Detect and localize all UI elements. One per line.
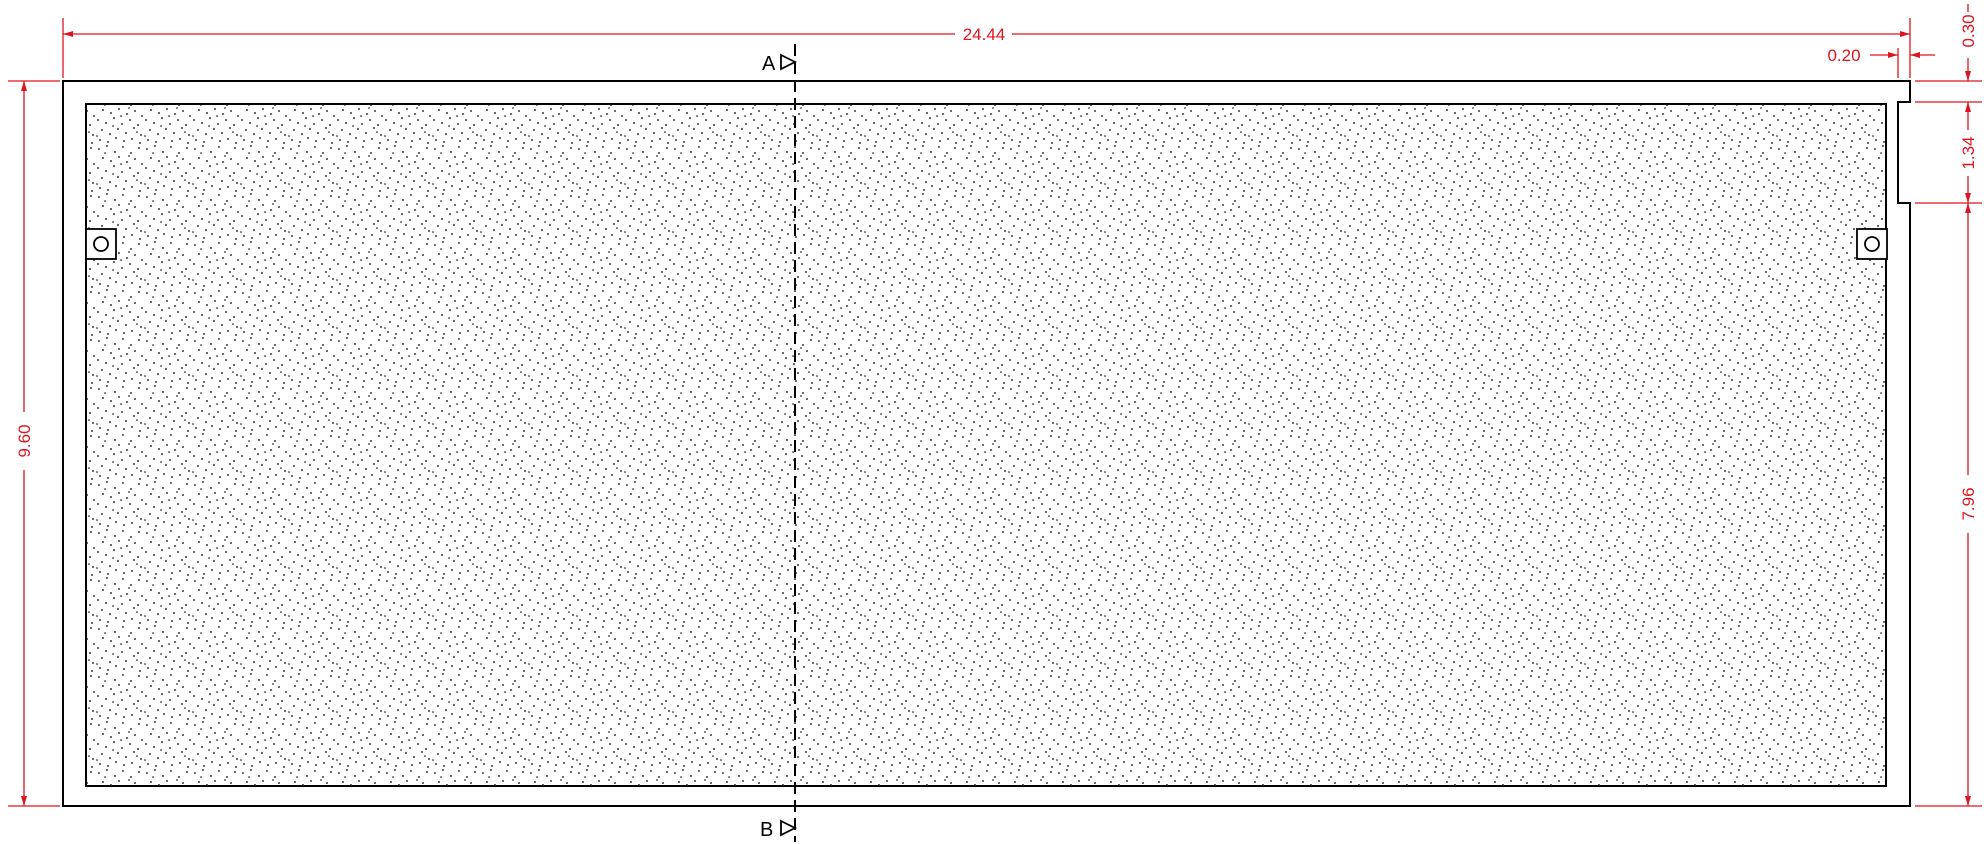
dimension-label-overall-height: 9.60	[15, 424, 34, 457]
section-arrow-icon	[781, 821, 795, 835]
dimension-label-inner-height: 7.96	[1959, 487, 1978, 520]
section-arrow-icon	[781, 55, 795, 69]
circle-marker-icon	[86, 229, 116, 259]
circle-marker-icon	[1857, 229, 1887, 259]
dimension-label-wall-thickness: 0.20	[1827, 46, 1860, 65]
section-label-a: A	[762, 53, 776, 75]
dimension-label-top-offset: 0.30	[1959, 14, 1978, 47]
dimension-label-overall-width: 24.44	[963, 25, 1006, 44]
inner-fill-area	[86, 104, 1886, 786]
dimension-label-notch-height: 1.34	[1959, 136, 1978, 169]
section-label-b: B	[760, 819, 773, 841]
